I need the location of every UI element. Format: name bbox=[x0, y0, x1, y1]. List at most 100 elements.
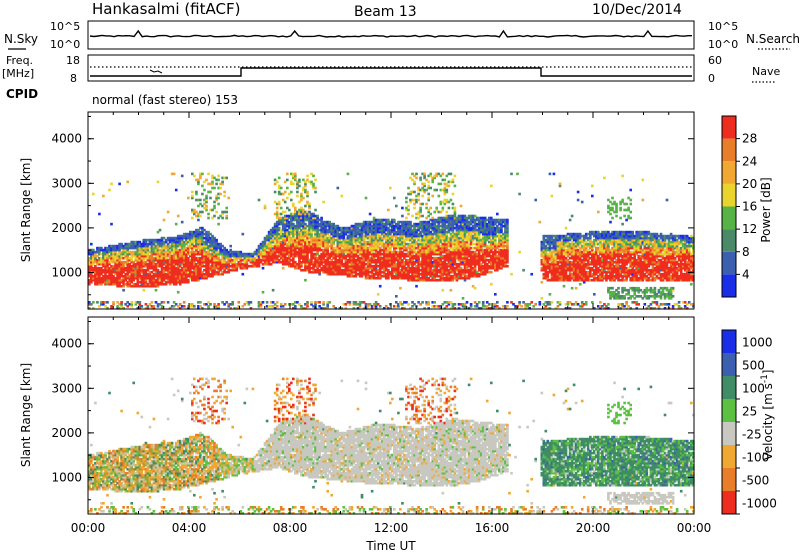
heatmap-cell bbox=[136, 252, 140, 256]
heatmap-cell bbox=[98, 258, 101, 262]
heatmap-cell bbox=[201, 254, 204, 258]
heatmap-cell bbox=[275, 222, 279, 226]
heatmap-cell bbox=[275, 224, 279, 228]
heatmap-cell bbox=[231, 260, 235, 264]
heatmap-cell bbox=[96, 248, 99, 252]
heatmap-cell bbox=[134, 301, 138, 304]
heatmap-cell bbox=[261, 240, 265, 244]
heatmap-cell bbox=[180, 242, 184, 246]
heatmap-cell bbox=[126, 270, 130, 274]
heatmap-cell bbox=[225, 176, 229, 180]
heatmap-cell bbox=[310, 228, 313, 232]
heatmap-cell bbox=[308, 248, 311, 252]
heatmap-cell bbox=[116, 244, 119, 248]
heatmap-cell bbox=[245, 252, 249, 256]
heatmap-cell bbox=[174, 303, 178, 306]
heatmap-cell bbox=[215, 248, 218, 252]
heatmap-cell bbox=[100, 270, 103, 274]
heatmap-cell bbox=[152, 266, 156, 270]
heatmap-cell bbox=[308, 240, 311, 244]
heatmap-cell bbox=[300, 305, 303, 308]
heatmap-cell bbox=[205, 208, 208, 212]
heatmap-cell bbox=[217, 252, 220, 256]
heatmap-cell bbox=[176, 242, 180, 246]
heatmap-cell bbox=[176, 264, 180, 268]
heatmap-cell bbox=[286, 228, 289, 232]
heatmap-cell bbox=[298, 200, 301, 204]
heatmap-cell bbox=[197, 272, 200, 276]
heatmap-cell bbox=[195, 276, 198, 280]
heatmap-cell bbox=[306, 256, 309, 260]
heatmap-cell bbox=[271, 238, 275, 242]
heatmap-cell bbox=[277, 246, 281, 250]
heatmap-cell bbox=[102, 262, 105, 266]
heatmap-cell bbox=[223, 176, 226, 180]
heatmap-cell bbox=[314, 252, 317, 256]
heatmap-cell bbox=[136, 240, 140, 244]
heatmap-cell bbox=[245, 262, 249, 266]
heatmap-cell bbox=[128, 278, 132, 282]
heatmap-cell bbox=[193, 264, 196, 268]
heatmap-cell bbox=[182, 266, 186, 270]
heatmap-cell bbox=[185, 240, 188, 244]
heatmap-cell bbox=[271, 250, 275, 254]
heatmap-cell bbox=[257, 254, 261, 258]
heatmap-cell bbox=[298, 210, 301, 214]
heatmap-cell bbox=[134, 254, 138, 258]
heatmap-cell bbox=[271, 240, 275, 244]
heatmap-cell bbox=[146, 305, 150, 308]
heatmap-cell bbox=[191, 266, 194, 270]
heatmap-cell bbox=[310, 232, 313, 236]
heatmap-cell bbox=[205, 268, 208, 272]
heatmap-cell bbox=[174, 248, 178, 252]
heatmap-cell bbox=[314, 216, 317, 220]
heatmap-cell bbox=[134, 264, 138, 268]
heatmap-cell bbox=[201, 230, 204, 234]
heatmap-cell bbox=[112, 266, 115, 270]
heatmap-cell bbox=[136, 274, 140, 278]
heatmap-cell bbox=[98, 260, 101, 264]
heatmap-cell bbox=[368, 212, 372, 216]
heatmap-cell bbox=[271, 258, 275, 262]
heatmap-cell bbox=[150, 244, 154, 248]
heatmap-cell bbox=[269, 262, 273, 266]
heatmap-cell bbox=[92, 254, 95, 258]
heatmap-cell bbox=[90, 242, 93, 246]
heatmap-cell bbox=[96, 260, 99, 264]
heatmap-cell bbox=[112, 278, 115, 282]
heatmap-cell bbox=[273, 260, 277, 264]
heatmap-cell bbox=[279, 246, 283, 250]
heatmap-cell bbox=[118, 252, 121, 256]
heatmap-cell bbox=[197, 236, 200, 240]
heatmap-cell bbox=[140, 278, 144, 282]
heatmap-cell bbox=[207, 250, 210, 254]
heatmap-cell bbox=[302, 232, 305, 236]
heatmap-cell bbox=[205, 250, 208, 254]
heatmap-cell bbox=[172, 264, 176, 268]
heatmap-cell bbox=[296, 228, 299, 232]
heatmap-cell bbox=[130, 252, 134, 256]
heatmap-cell bbox=[162, 266, 166, 270]
heatmap-cell bbox=[156, 284, 160, 288]
heatmap-cell bbox=[306, 214, 309, 218]
heatmap-cell bbox=[235, 256, 239, 260]
heatmap-cell bbox=[217, 222, 220, 226]
heatmap-cell bbox=[193, 244, 196, 248]
heatmap-cell bbox=[148, 278, 152, 282]
heatmap-cell bbox=[407, 186, 410, 190]
heatmap-cell bbox=[112, 268, 115, 272]
heatmap-cell bbox=[217, 264, 220, 268]
heatmap-cell bbox=[203, 276, 206, 280]
heatmap-cell bbox=[195, 178, 198, 182]
heatmap-cell bbox=[138, 266, 142, 270]
heatmap-cell bbox=[96, 280, 99, 284]
heatmap-cell bbox=[217, 272, 220, 276]
heatmap-cell bbox=[98, 246, 101, 250]
heatmap-cell bbox=[122, 244, 125, 248]
heatmap-cell bbox=[187, 252, 190, 256]
heatmap-cell bbox=[116, 274, 119, 278]
heatmap-cell bbox=[126, 248, 130, 252]
heatmap-cell bbox=[138, 258, 142, 262]
freq-tick-top-left: 18 bbox=[66, 54, 80, 67]
heatmap-cell bbox=[271, 228, 275, 232]
